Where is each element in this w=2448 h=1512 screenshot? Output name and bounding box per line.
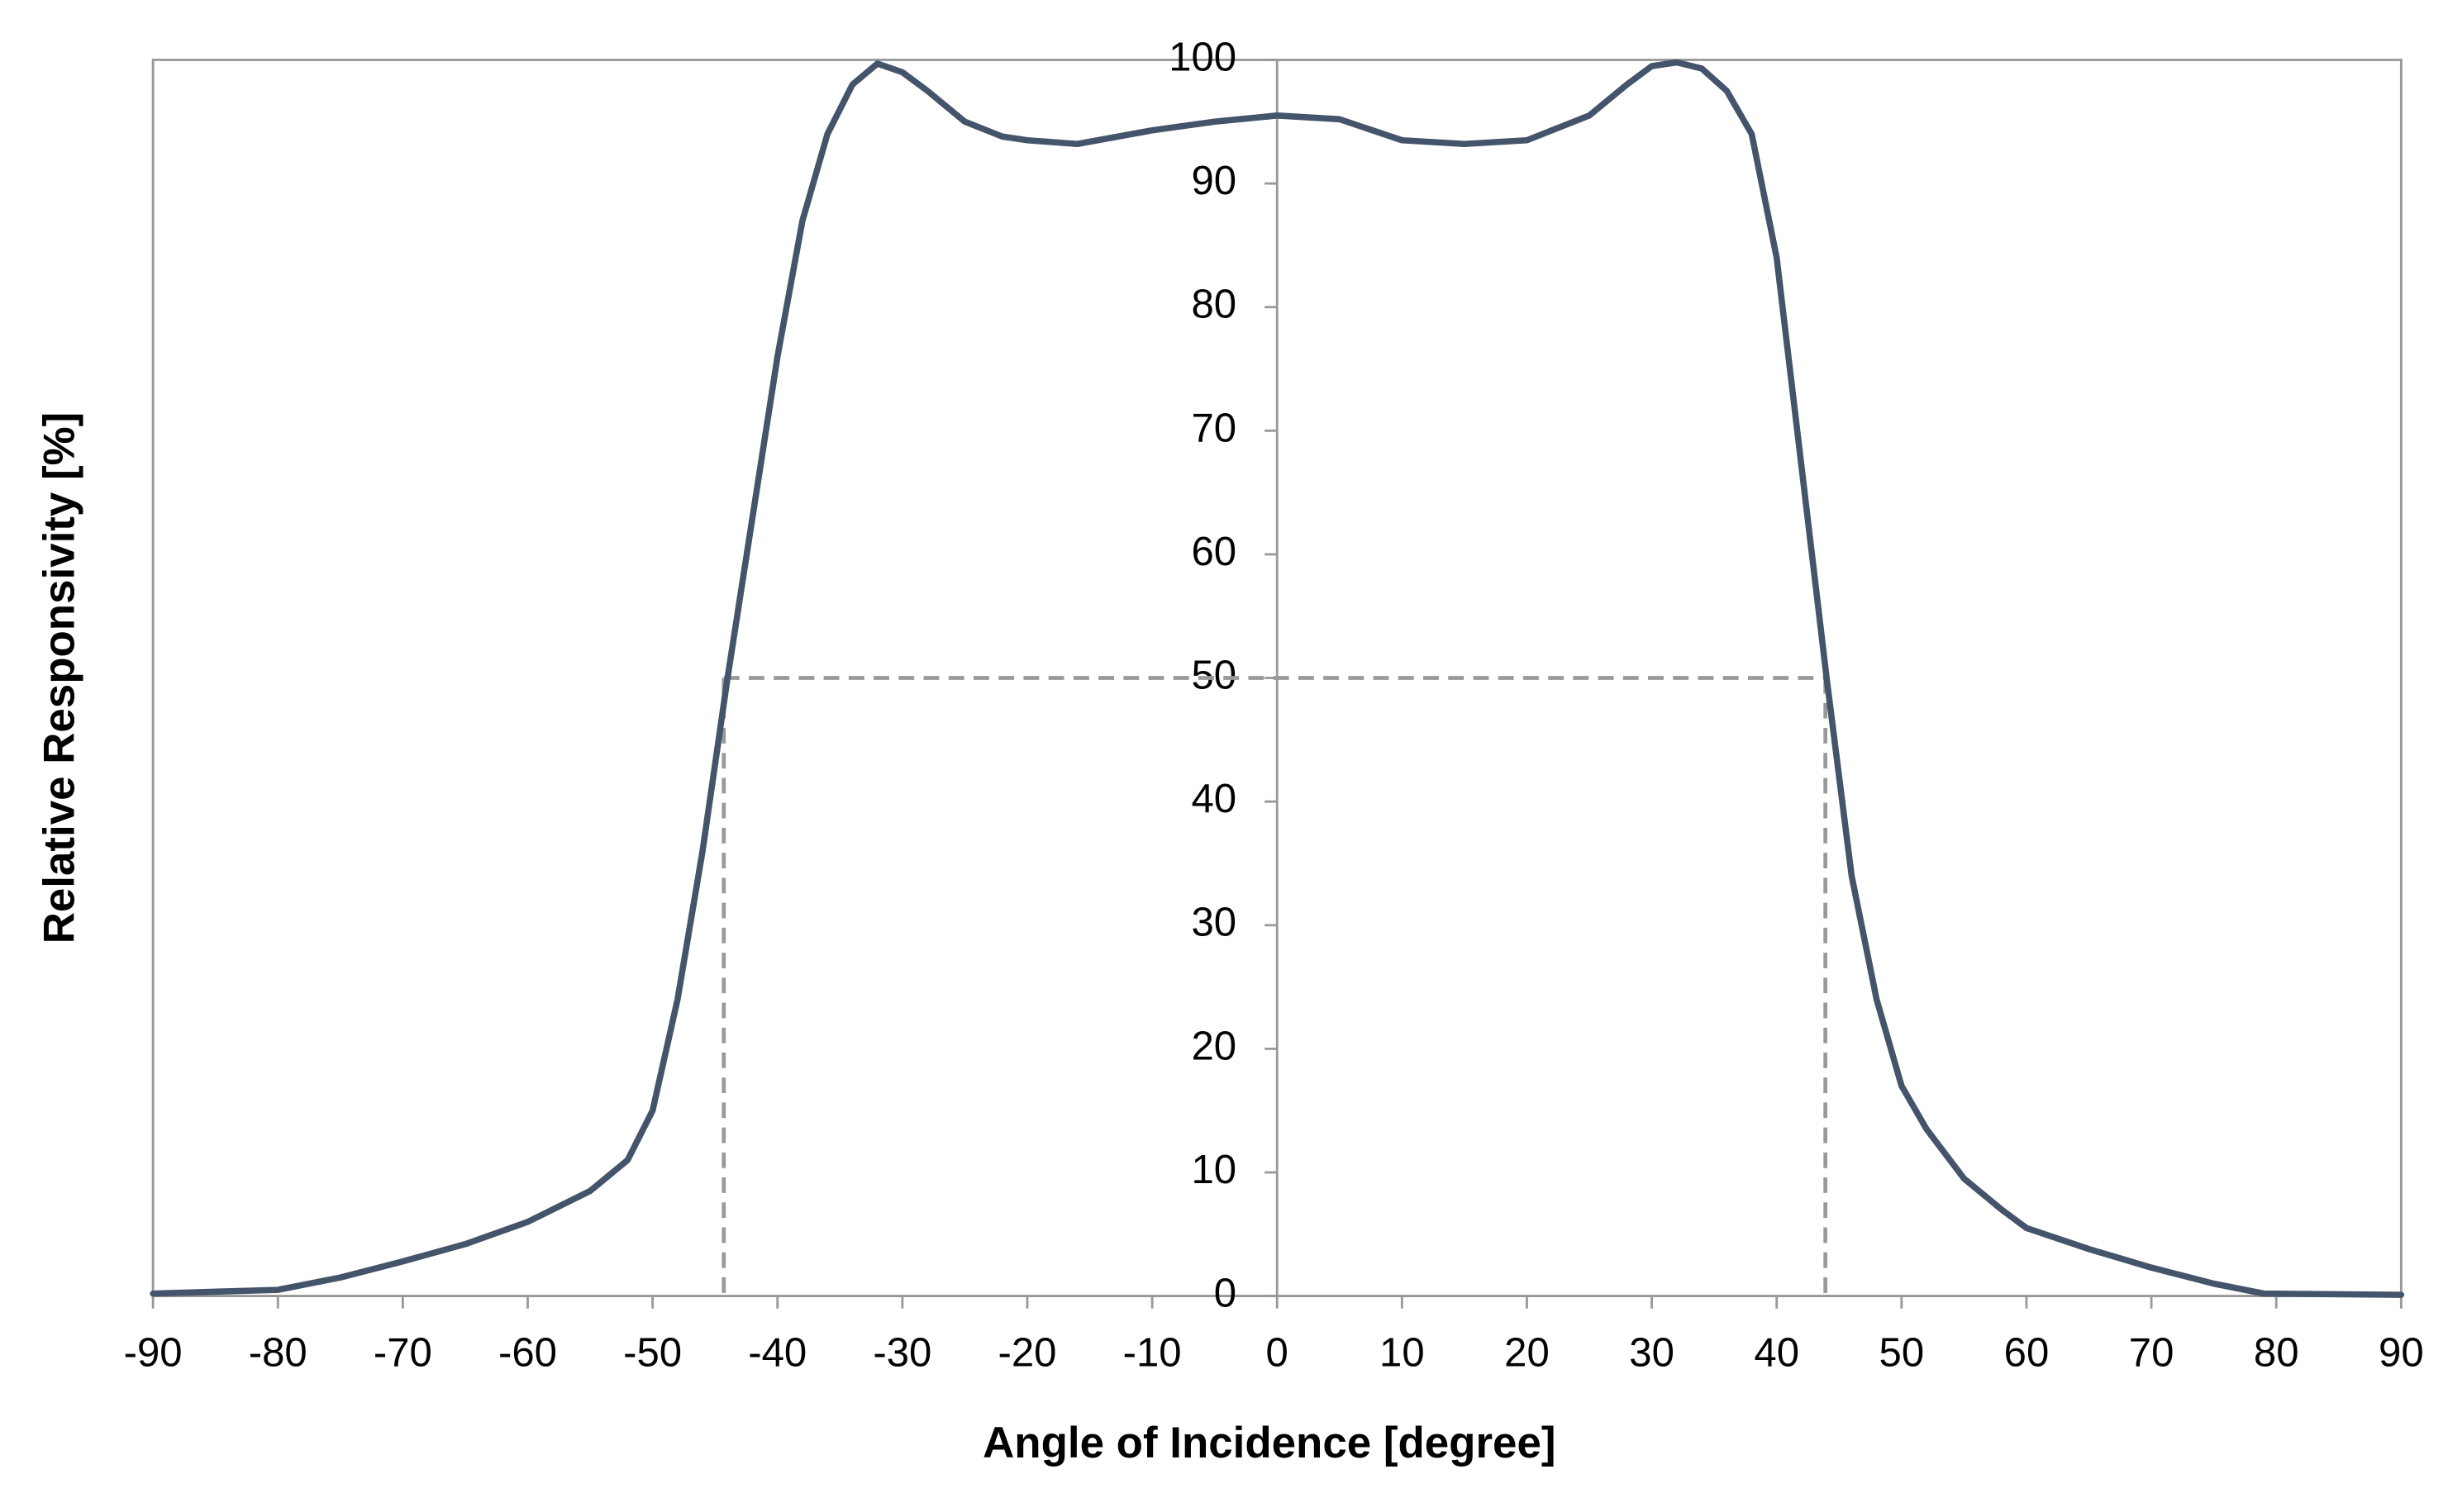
x-tick-label: 50 (1879, 1330, 1925, 1375)
y-tick-label: 30 (1191, 901, 1236, 945)
y-tick-label: 100 (1169, 35, 1236, 79)
x-tick-label: -50 (623, 1330, 682, 1375)
data-line (150, 59, 2405, 1298)
y-tick-label: 60 (1191, 530, 1236, 574)
x-tick-label: 40 (1754, 1330, 1799, 1375)
x-tick-label: 60 (2004, 1330, 2050, 1375)
x-tick-label: 0 (1266, 1330, 1288, 1375)
y-axis-title: Relative Responsivity [%] (36, 412, 84, 944)
y-tick-label: 70 (1191, 406, 1236, 450)
x-tick-label: -80 (249, 1330, 307, 1375)
y-tick-label: 20 (1191, 1024, 1236, 1068)
x-tick-label: -60 (498, 1330, 557, 1375)
x-tick-label: -40 (748, 1330, 807, 1375)
y-tick-label: 0 (1214, 1272, 1236, 1316)
x-tick-label: 20 (1504, 1330, 1550, 1375)
x-tick-label: -20 (998, 1330, 1056, 1375)
x-tick-label: -90 (124, 1330, 183, 1375)
x-tick-label: -30 (873, 1330, 931, 1375)
x-tick-label: 70 (2129, 1330, 2174, 1375)
y-tick-label: 50 (1191, 654, 1236, 698)
x-tick-label: 30 (1629, 1330, 1674, 1375)
x-axis-title: Angle of Incidence [degree] (983, 1419, 1555, 1467)
y-tick-label: 40 (1191, 777, 1236, 821)
x-tick-label: 80 (2254, 1330, 2299, 1375)
x-tick-label: -10 (1123, 1330, 1182, 1375)
x-tick-label: -70 (374, 1330, 432, 1375)
y-tick-label: 80 (1191, 283, 1236, 327)
x-tick-label: 10 (1379, 1330, 1425, 1375)
y-tick-label: 10 (1191, 1148, 1236, 1192)
x-tick-label: 90 (2379, 1330, 2424, 1375)
y-tick-label: 90 (1191, 159, 1236, 203)
